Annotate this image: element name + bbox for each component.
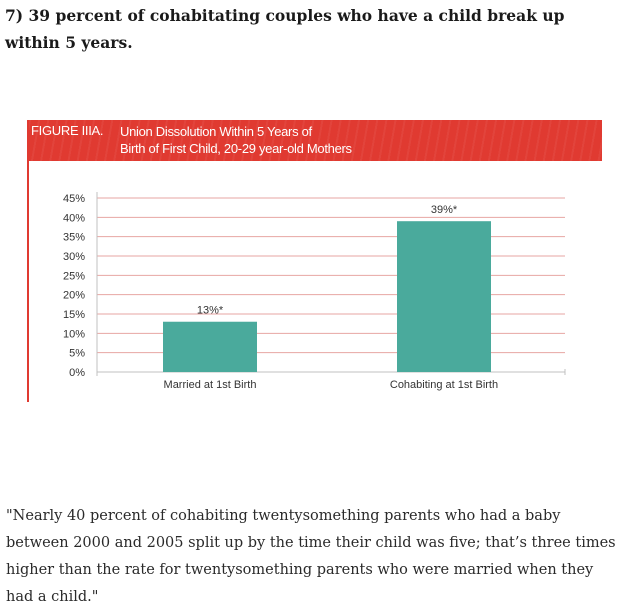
bar-data-label: 13%* bbox=[197, 305, 224, 317]
y-tick-label: 35% bbox=[63, 232, 85, 244]
x-category-label: Married at 1st Birth bbox=[164, 379, 257, 391]
y-tick-label: 30% bbox=[63, 251, 85, 263]
y-tick-label: 5% bbox=[69, 348, 85, 360]
y-tick-label: 15% bbox=[63, 309, 85, 321]
figure-title: Union Dissolution Within 5 Years of Birt… bbox=[120, 123, 540, 157]
figure-title-line1: Union Dissolution Within 5 Years of bbox=[120, 124, 312, 139]
y-tick-label: 10% bbox=[63, 328, 85, 340]
bar bbox=[397, 221, 491, 372]
figure-container: FIGURE IIIA. Union Dissolution Within 5 … bbox=[27, 120, 602, 402]
y-tick-label: 0% bbox=[69, 367, 85, 379]
bar bbox=[163, 321, 257, 372]
y-tick-label: 25% bbox=[63, 270, 85, 282]
article-heading: 7) 39 percent of cohabitating couples wh… bbox=[5, 6, 565, 52]
y-tick-label: 40% bbox=[63, 212, 85, 224]
figure-label: FIGURE IIIA. bbox=[31, 123, 104, 138]
figure-banner: FIGURE IIIA. Union Dissolution Within 5 … bbox=[29, 120, 602, 161]
y-tick-label: 20% bbox=[63, 290, 85, 302]
figure-title-line2: Birth of First Child, 20-29 year-old Mot… bbox=[120, 141, 352, 156]
bar-chart: 0% 5% 10% 15% 20% 25% 30% 35% 40% 45% 13%* Married … bbox=[63, 192, 566, 391]
figure-left-rule bbox=[27, 120, 29, 402]
x-category-label: Cohabiting at 1st Birth bbox=[390, 379, 498, 391]
bar-data-label: 39%* bbox=[431, 204, 458, 216]
y-tick-label: 45% bbox=[63, 193, 85, 205]
quote-text: "Nearly 40 percent of cohabiting twentys… bbox=[6, 508, 616, 605]
